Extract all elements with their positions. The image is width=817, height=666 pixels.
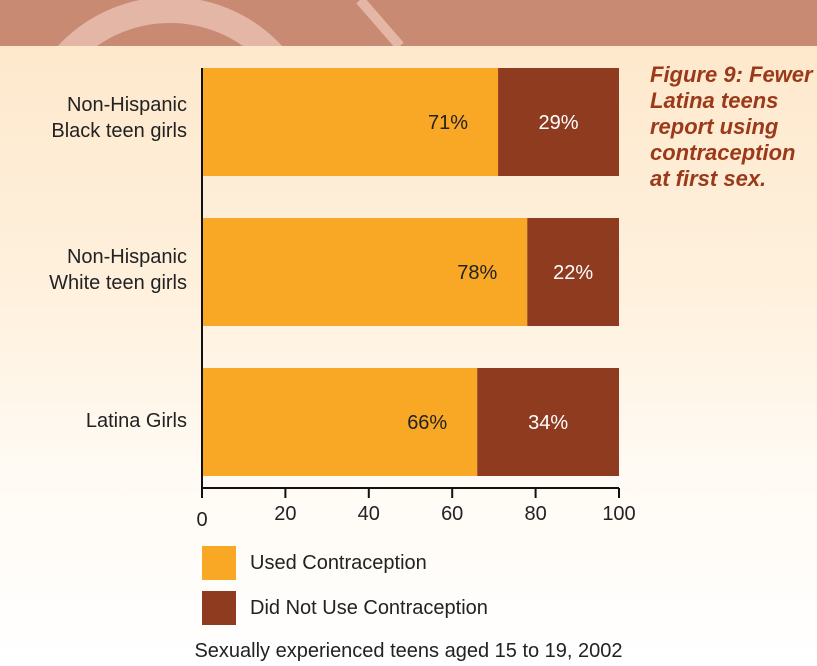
data-label-used-1: 78% — [457, 262, 497, 284]
legend-swatch-not-used — [202, 591, 236, 625]
footnote: Sexually experienced teens aged 15 to 19… — [194, 640, 623, 662]
category-label-white: Non-Hispanic White teen girls — [49, 246, 187, 294]
legend-item-used: Used Contraception — [202, 546, 427, 580]
category-label-latina: Latina Girls — [85, 410, 187, 432]
x-tick-label-0: 0 — [196, 509, 207, 531]
header-banner — [0, 0, 817, 46]
x-tick-label-40: 40 — [358, 503, 380, 525]
bar-used-2 — [202, 368, 478, 476]
data-label-not-used-1: 22% — [553, 262, 593, 284]
data-label-used-2: 66% — [407, 412, 447, 434]
legend-label-not-used: Did Not Use Contraception — [250, 596, 488, 619]
figure-caption: Figure 9: Fewer Latina teens report usin… — [650, 62, 813, 191]
x-tick-label-60: 60 — [441, 503, 463, 525]
data-label-not-used-0: 29% — [539, 112, 579, 134]
bar-not-used-1 — [527, 218, 619, 326]
data-label-used-0: 71% — [428, 112, 468, 134]
bar-not-used-0 — [498, 68, 619, 176]
legend-label-used: Used Contraception — [250, 551, 427, 574]
legend-item-not-used: Did Not Use Contraception — [202, 591, 488, 625]
bar-not-used-2 — [477, 368, 619, 476]
category-label-black: Non-Hispanic Black teen girls — [51, 94, 187, 142]
data-label-not-used-2: 34% — [528, 412, 568, 434]
bar-used-1 — [202, 218, 528, 326]
x-tick-label-80: 80 — [524, 503, 546, 525]
bar-used-0 — [202, 68, 499, 176]
x-tick-label-100: 100 — [602, 503, 635, 525]
legend-swatch-used — [202, 546, 236, 580]
decorative-swirl — [57, 0, 404, 46]
x-tick-label-20: 20 — [274, 503, 296, 525]
